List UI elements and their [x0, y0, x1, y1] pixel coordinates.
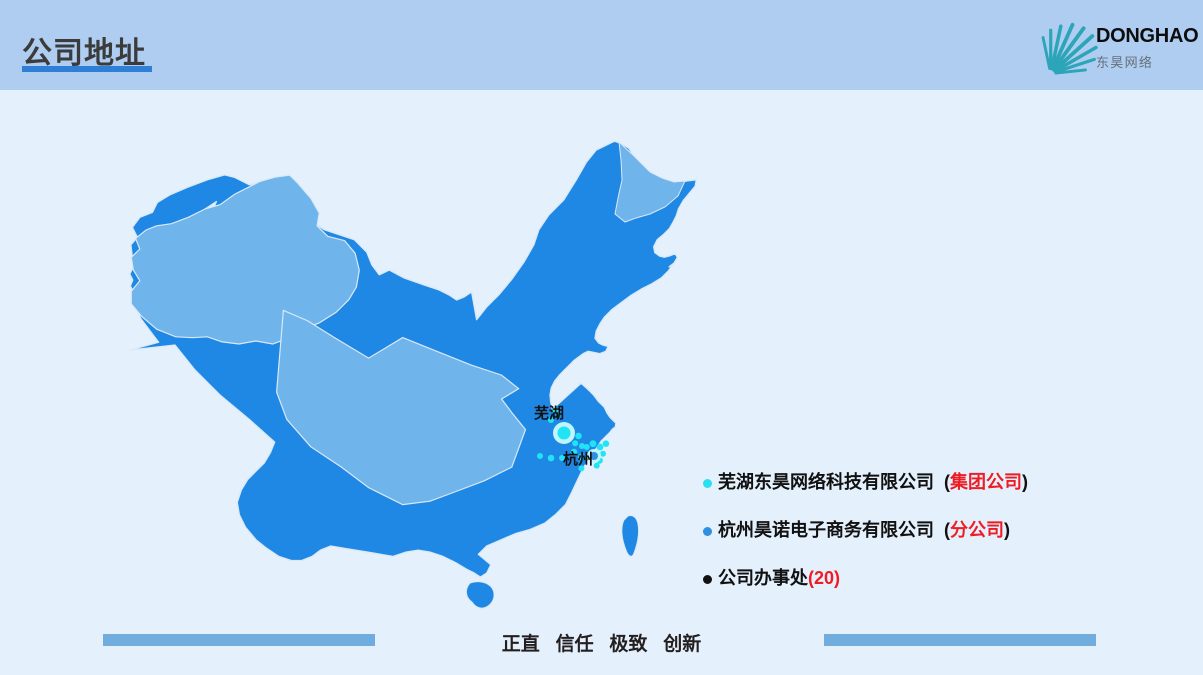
- svg-text:杭州: 杭州: [563, 450, 593, 468]
- svg-text:芜湖: 芜湖: [534, 404, 564, 422]
